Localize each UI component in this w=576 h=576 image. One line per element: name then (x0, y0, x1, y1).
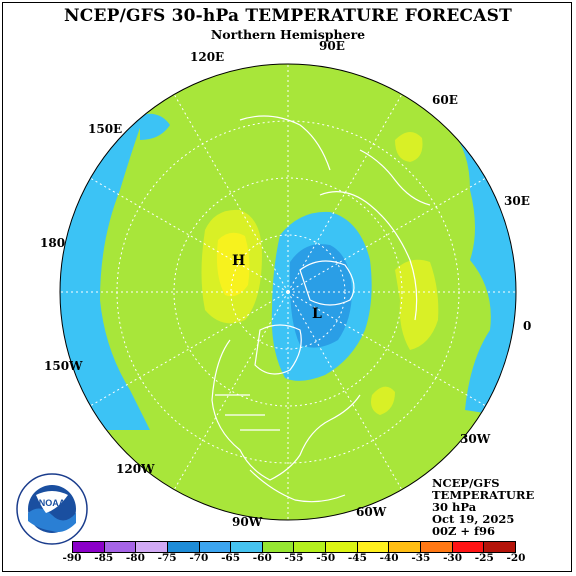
warm-patch-ne (395, 131, 423, 162)
forecast-info: NCEP/GFS TEMPERATURE 30 hPa Oct 19, 2025… (432, 477, 534, 537)
cold-patch-nw (140, 113, 170, 140)
lon-label-60e: 60E (432, 93, 458, 107)
colorbar-segment (326, 542, 358, 552)
graticule (60, 64, 516, 520)
high-pressure-marker: H (232, 253, 245, 269)
warm-patch-se (371, 386, 395, 415)
colorbar-segment (199, 542, 232, 552)
low-pressure-marker: L (312, 306, 322, 322)
lon-label-30e: 30E (504, 194, 530, 208)
cold-core-low (289, 244, 352, 348)
info-run: 00Z + f96 (432, 524, 495, 538)
lon-label-120e: 120E (190, 50, 225, 64)
info-variable: TEMPERATURE (432, 488, 535, 502)
info-model: NCEP/GFS (432, 476, 500, 490)
lon-label-30w: 30W (460, 432, 491, 446)
lon-label-150w: 150W (44, 359, 83, 373)
colorbar-segment (73, 542, 105, 552)
colorbar-segment (484, 542, 515, 552)
colorbar-tick-label: -50 (316, 552, 336, 564)
info-level: 30 hPa (432, 500, 477, 514)
colorbar-tick-label: -90 (62, 552, 82, 564)
colorbar-segment (421, 542, 453, 552)
colorbar-tick-label: -80 (125, 552, 145, 564)
info-date: Oct 19, 2025 (432, 512, 515, 526)
colorbar-tick-label: -65 (221, 552, 241, 564)
lon-label-0: 0 (523, 319, 532, 333)
lon-label-90w: 90W (232, 515, 263, 529)
colorbar-tick-label: -40 (379, 552, 399, 564)
colorbar-segment (357, 542, 390, 552)
colorbar-tick-label: -35 (411, 552, 431, 564)
temperature-colorbar (72, 541, 516, 553)
hemisphere-boundary (59, 63, 517, 521)
colorbar-segment (389, 542, 422, 552)
map-title: NCEP/GFS 30-hPa TEMPERATURE FORECAST (64, 6, 512, 26)
map-subtitle: Northern Hemisphere (210, 27, 366, 42)
lon-label-60w: 60W (356, 505, 387, 519)
colorbar-tick-label: -60 (252, 552, 272, 564)
colorbar-tick-label: -20 (506, 552, 526, 564)
colorbar-segment (167, 542, 200, 552)
colorbar-tick-label: -70 (189, 552, 209, 564)
colorbar-segment (294, 542, 327, 552)
lon-label-120w: 120W (116, 462, 155, 476)
lon-label-150e: 150E (88, 122, 123, 136)
colorbar-segment (136, 542, 168, 552)
colorbar-tick-label: -55 (284, 552, 304, 564)
noaa-logo: NOAA (16, 473, 88, 545)
colorbar-tick-label: -25 (474, 552, 494, 564)
warm-core-high (216, 232, 250, 297)
colorbar-segment (452, 542, 485, 552)
lon-label-90e: 90E (319, 39, 345, 53)
colorbar-tick-label: -75 (157, 552, 177, 564)
colorbar-tick-label: -45 (347, 552, 367, 564)
colorbar-segment (231, 542, 263, 552)
noaa-logo-text: NOAA (39, 498, 66, 508)
colorbar-tick-label: -30 (443, 552, 463, 564)
figure-frame (2, 2, 572, 572)
coastlines (211, 115, 431, 503)
colorbar-segment (104, 542, 137, 552)
colorbar-tick-label: -85 (94, 552, 114, 564)
lon-label-180: 180 (40, 236, 66, 250)
colorbar-segment (262, 542, 295, 552)
